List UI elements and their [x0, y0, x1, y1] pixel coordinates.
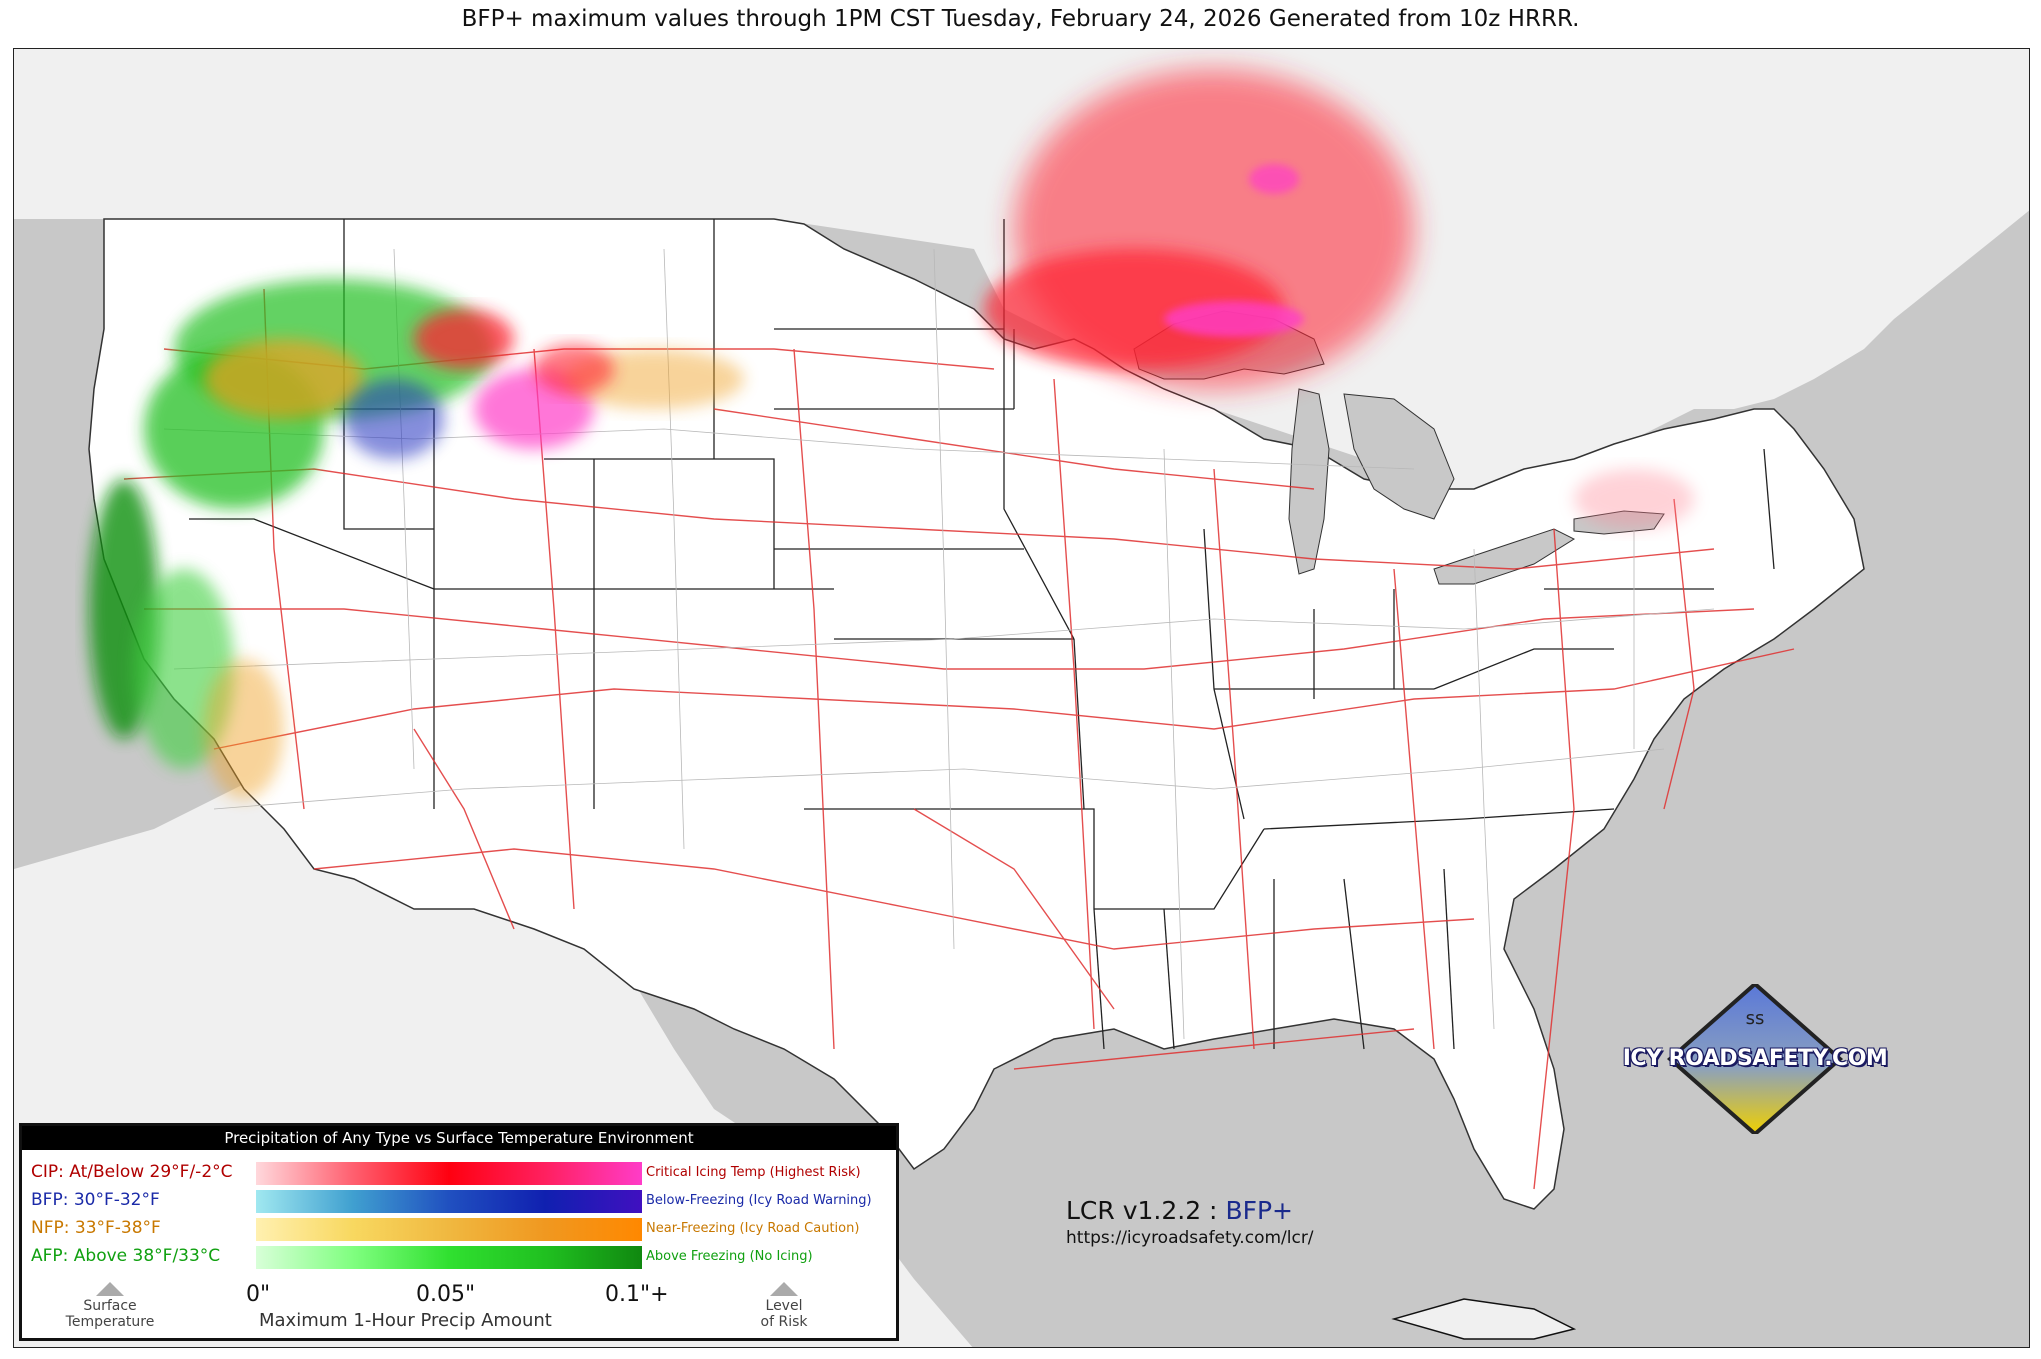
- tick-label-1: 0.05": [416, 1282, 476, 1307]
- lake-michigan: [1288, 388, 1330, 575]
- afp-label: AFP: Above 38°F/33°C: [31, 1246, 221, 1266]
- risk-level-arrow: Level of Risk: [744, 1282, 824, 1330]
- bfp-label: BFP: 30°F-32°F: [31, 1190, 160, 1210]
- version-label: LCR v1.2.2 : BFP+: [1066, 1196, 1293, 1225]
- tick-label-2: 0.1"+: [605, 1282, 669, 1307]
- afp-color-ramp: [256, 1246, 642, 1269]
- axis-label: Maximum 1-Hour Precip Amount: [259, 1310, 552, 1331]
- lake-erie: [1433, 528, 1576, 585]
- nfp-label: NFP: 33°F-38°F: [31, 1218, 161, 1238]
- surface-temp-line2: Temperature: [65, 1314, 155, 1330]
- svg-text:ss: ss: [1746, 1008, 1765, 1029]
- tick-label-0: 0": [246, 1282, 271, 1307]
- road-warning-sign-icon: ss: [1666, 984, 1844, 1134]
- cip-description: Critical Icing Temp (Highest Risk): [646, 1165, 861, 1180]
- risk-level-line2: of Risk: [760, 1314, 808, 1330]
- afp-description: Above Freezing (No Icing): [646, 1249, 813, 1264]
- lake-huron: [1343, 393, 1455, 520]
- bfp-color-ramp: [256, 1190, 642, 1213]
- legend-row-afp: AFP: Above 38°F/33°C Above Freezing (No …: [22, 1244, 896, 1270]
- bfp-description: Below-Freezing (Icy Road Warning): [646, 1193, 872, 1208]
- up-arrow-icon: [770, 1282, 798, 1296]
- precip-overlay: [89, 69, 1694, 799]
- legend-row-bfp: BFP: 30°F-32°F Below-Freezing (Icy Road …: [22, 1188, 896, 1214]
- legend-row-nfp: NFP: 33°F-38°F Near-Freezing (Icy Road C…: [22, 1216, 896, 1242]
- source-url[interactable]: https://icyroadsafety.com/lcr/: [1066, 1228, 1314, 1248]
- surface-temp-line1: Surface: [83, 1298, 137, 1314]
- nfp-description: Near-Freezing (Icy Road Caution): [646, 1221, 860, 1236]
- product-name: BFP+: [1225, 1196, 1293, 1225]
- version-prefix: LCR v1.2.2 :: [1066, 1196, 1218, 1225]
- cip-color-ramp: [256, 1162, 642, 1185]
- up-arrow-icon: [96, 1282, 124, 1296]
- risk-level-line1: Level: [765, 1298, 803, 1314]
- logo-text: ICY ROADSAFETY.COM: [1622, 1046, 1888, 1071]
- legend-row-cip: CIP: At/Below 29°F/-2°C Critical Icing T…: [22, 1160, 896, 1186]
- legend-box: Precipitation of Any Type vs Surface Tem…: [19, 1123, 899, 1341]
- map-title: BFP+ maximum values through 1PM CST Tues…: [461, 6, 1580, 32]
- cuba: [1391, 1298, 1577, 1340]
- nfp-color-ramp: [256, 1218, 642, 1241]
- surface-temp-arrow: Surface Temperature: [50, 1282, 170, 1330]
- cip-label: CIP: At/Below 29°F/-2°C: [31, 1162, 233, 1182]
- legend-header: Precipitation of Any Type vs Surface Tem…: [22, 1126, 896, 1150]
